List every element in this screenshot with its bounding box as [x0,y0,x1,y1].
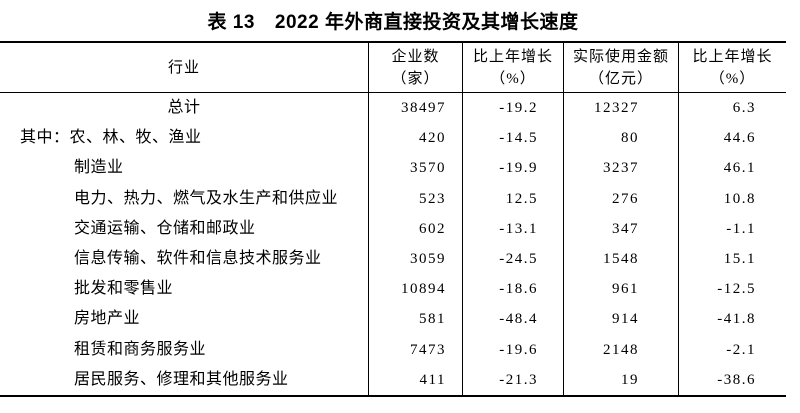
growth2-cell: -12.5 [678,274,786,305]
growth1-cell: -19.9 [462,153,563,184]
header-enterprises-line2: （家） [391,70,440,87]
industry-cell: 信息传输、软件和信息技术服务业 [74,249,322,267]
header-cell-growth1: 比上年增长 （%） [462,43,563,92]
industry-cell: 制造业 [74,159,124,177]
growth1-cell: -48.4 [462,304,563,335]
table-row: 租赁和商务服务业 7473 -19.6 2148 -2.1 [0,334,786,365]
growth2-cell: 6.3 [678,93,786,124]
growth2-cell: 44.6 [678,123,786,154]
industry-cell: 房地产业 [74,310,141,328]
amount-cell: 276 [563,183,678,214]
industry-cell: 电力、热力、燃气及水生产和供应业 [74,189,339,207]
header-cell-industry: 行业 [0,43,368,92]
enterprises-cell: 602 [368,213,462,244]
table-row: 制造业 3570 -19.9 3237 46.1 [0,153,786,184]
enterprises-cell: 581 [368,304,462,335]
growth2-cell: 46.1 [678,153,786,184]
growth1-cell: -14.5 [462,123,563,154]
industry-cell: 交通运输、仓储和邮政业 [74,219,256,237]
industry-cell: 总计 [167,99,201,116]
enterprises-cell: 420 [368,123,462,154]
header-cell-enterprises: 企业数 （家） [368,43,462,92]
table-number: 表 13 [207,12,255,33]
growth2-cell: -2.1 [678,334,786,365]
growth1-cell: 12.5 [462,183,563,214]
header-growth2-line1: 比上年增长 [692,48,773,65]
table-title: 表 13 2022 年外商直接投资及其增长速度 [0,9,786,37]
enterprises-cell: 3570 [368,153,462,184]
growth2-cell: 15.1 [678,243,786,275]
header-cell-amount: 实际使用金额 （亿元） [563,43,678,92]
growth1-cell: -19.2 [462,93,563,124]
header-industry-label: 行业 [167,59,200,76]
growth2-cell: -38.6 [678,364,786,395]
header-growth1-line1: 比上年增长 [472,48,553,65]
table-row: 信息传输、软件和信息技术服务业 3059 -24.5 1548 15.1 [0,243,786,275]
table-row-total: 总计 38497 -19.2 12327 6.3 [0,93,786,124]
amount-cell: 914 [563,304,678,335]
growth2-cell: -41.8 [678,304,786,335]
growth1-cell: -13.1 [462,213,563,244]
growth2-cell: 10.8 [678,183,786,214]
amount-cell: 347 [563,213,678,244]
header-growth1-line2: （%） [490,70,536,87]
table-row: 居民服务、修理和其他服务业 411 -21.3 19 -38.6 [0,364,786,395]
enterprises-cell: 411 [368,364,462,395]
enterprises-cell: 3059 [368,243,462,275]
industry-cell: 其中：农、林、牧、渔业 [20,129,202,147]
table-title-text: 2022 年外商直接投资及其增长速度 [274,12,579,33]
industry-cell: 租赁和商务服务业 [74,340,207,358]
industry-cell: 批发和零售业 [74,280,174,298]
header-growth2-line2: （%） [709,70,756,87]
amount-cell: 1548 [563,243,678,275]
header-amount-line2: （亿元） [588,70,653,87]
table-row: 其中：农、林、牧、渔业 420 -14.5 80 44.6 [0,123,786,154]
table-row: 交通运输、仓储和邮政业 602 -13.1 347 -1.1 [0,213,786,244]
table-row: 电力、热力、燃气及水生产和供应业 523 12.5 276 10.8 [0,183,786,214]
table-row: 批发和零售业 10894 -18.6 961 -12.5 [0,274,786,305]
growth2-cell: -1.1 [678,213,786,244]
header-enterprises-line1: 企业数 [391,48,440,65]
enterprises-cell: 523 [368,183,462,214]
growth1-cell: -21.3 [462,364,563,395]
table-row: 房地产业 581 -48.4 914 -41.8 [0,304,786,335]
growth1-cell: -24.5 [462,243,563,275]
statistics-table: 行业 企业数 （家） 比上年增长 （%） 实际使用金额 （亿元） 比上年增长 （… [0,41,786,397]
growth1-cell: -19.6 [462,334,563,365]
enterprises-cell: 10894 [368,274,462,305]
enterprises-cell: 38497 [368,93,462,124]
amount-cell: 2148 [563,334,678,365]
amount-cell: 80 [563,123,678,154]
header-amount-line1: 实际使用金额 [572,48,669,65]
amount-cell: 3237 [563,153,678,184]
industry-cell: 居民服务、修理和其他服务业 [74,370,289,388]
growth1-cell: -18.6 [462,274,563,305]
enterprises-cell: 7473 [368,334,462,365]
amount-cell: 19 [563,364,678,395]
table-header-row: 行业 企业数 （家） 比上年增长 （%） 实际使用金额 （亿元） 比上年增长 （… [0,43,786,93]
amount-cell: 961 [563,274,678,305]
amount-cell: 12327 [563,93,678,124]
header-cell-growth2: 比上年增长 （%） [678,43,786,92]
